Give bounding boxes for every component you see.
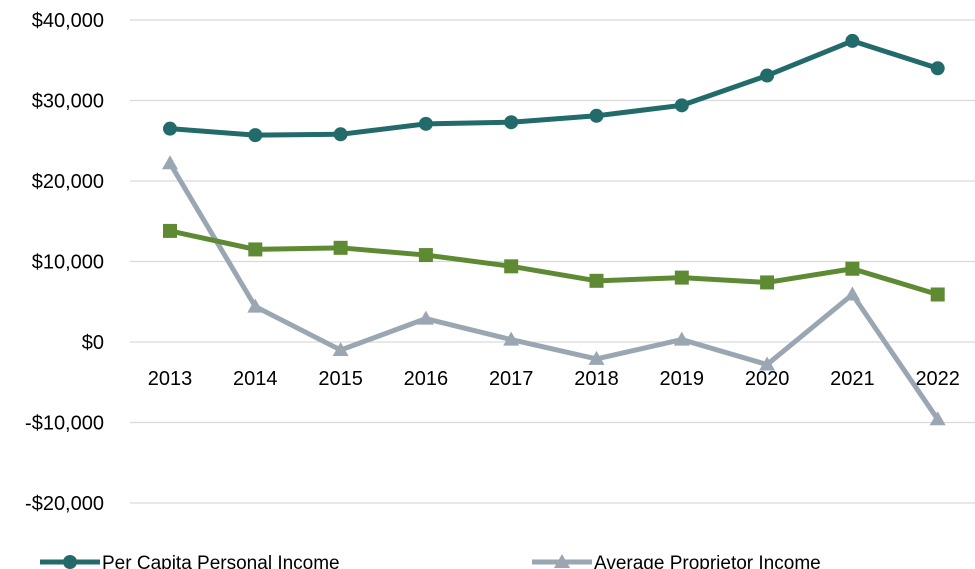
legend-item: Per Capita Personal Income <box>40 553 340 569</box>
y-tick-label: $10,000 <box>32 252 104 274</box>
legend: Per Capita Personal Income Average Propri… <box>40 553 821 569</box>
x-tick-label: 2018 <box>574 368 619 390</box>
data-point <box>418 116 433 131</box>
data-point <box>844 286 861 301</box>
x-tick-label: 2020 <box>745 368 790 390</box>
data-point <box>759 356 776 371</box>
y-tick-label: $30,000 <box>32 91 104 113</box>
data-point <box>760 68 775 83</box>
data-point <box>589 108 604 123</box>
x-tick-label: 2017 <box>489 368 534 390</box>
x-tick-label: 2019 <box>660 368 705 390</box>
data-point <box>248 242 263 257</box>
x-tick-label: 2022 <box>915 368 960 390</box>
series-triangle <box>162 155 946 426</box>
y-tick-label: $40,000 <box>32 10 104 32</box>
x-tick-label: 2015 <box>318 368 363 390</box>
data-point <box>418 248 433 263</box>
y-tick-label: -$10,000 <box>25 413 104 435</box>
x-tick-label: 2021 <box>830 368 875 390</box>
y-axis-tick-labels: $40,000 $30,000 $20,000 $10,000 $0 -$10,000 -$… <box>25 10 104 515</box>
series-square <box>163 223 945 302</box>
data-point <box>163 223 177 238</box>
series-line <box>167 228 941 298</box>
data-point <box>417 310 434 325</box>
y-tick-label: $0 <box>82 332 104 354</box>
data-point <box>333 127 348 142</box>
data-point <box>163 121 177 136</box>
legend-label: Per Capita Personal Income <box>102 553 340 569</box>
gridlines <box>130 19 975 504</box>
data-point <box>247 298 264 313</box>
legend-item: Average Proprietor Income <box>532 553 821 569</box>
data-point <box>332 342 349 357</box>
series-line <box>167 160 941 422</box>
legend-swatch-marker <box>554 554 570 568</box>
data-point <box>845 261 860 276</box>
data-point <box>504 259 519 274</box>
x-tick-label: 2016 <box>404 368 449 390</box>
series-circle <box>163 33 945 143</box>
y-tick-label: $20,000 <box>32 171 104 193</box>
data-point <box>673 331 690 346</box>
data-point <box>333 240 348 255</box>
data-point <box>760 275 775 290</box>
data-point <box>930 61 945 76</box>
y-tick-label: -$20,000 <box>25 493 104 515</box>
data-point <box>248 128 263 143</box>
data-point <box>162 155 178 170</box>
data-point <box>589 273 604 288</box>
legend-swatch-marker <box>63 555 77 569</box>
data-point <box>503 331 520 346</box>
data-point <box>588 350 605 365</box>
data-point <box>504 115 519 130</box>
x-tick-label: 2014 <box>233 368 278 390</box>
legend-label: Average Proprietor Income <box>594 553 821 569</box>
data-point <box>845 33 860 48</box>
data-point <box>674 270 689 285</box>
series-line <box>167 38 941 138</box>
data-point <box>929 411 946 426</box>
x-axis-tick-labels: 2013 2014 2015 2016 2017 2018 2019 2020 2021 2022 <box>148 368 960 390</box>
data-point <box>930 287 945 302</box>
series-lines <box>162 33 946 426</box>
data-point <box>674 98 689 113</box>
x-tick-label: 2013 <box>148 368 193 390</box>
